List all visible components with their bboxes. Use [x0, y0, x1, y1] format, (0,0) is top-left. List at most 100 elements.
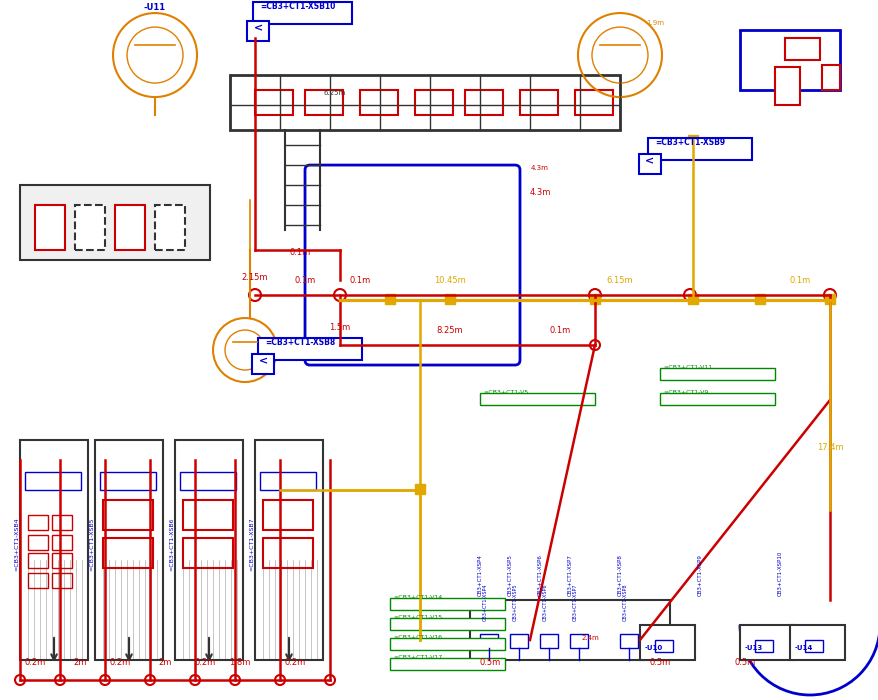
- Bar: [654, 640, 673, 652]
- FancyBboxPatch shape: [258, 338, 362, 360]
- Bar: [305, 90, 342, 115]
- Text: 2.4m: 2.4m: [580, 635, 598, 641]
- Bar: [25, 472, 81, 490]
- Text: =CB3+CT1-V5: =CB3+CT1-V5: [482, 390, 528, 395]
- Text: 1.9m: 1.9m: [645, 20, 663, 26]
- Text: =CB3+CT1-V17: =CB3+CT1-V17: [392, 655, 442, 660]
- Bar: [390, 618, 505, 630]
- Bar: [263, 500, 313, 530]
- Bar: [659, 368, 774, 380]
- Text: =CB3+CT1-XSB7: =CB3+CT1-XSB7: [249, 517, 255, 571]
- Text: 0.2m: 0.2m: [109, 658, 131, 667]
- Text: <: <: [253, 23, 263, 33]
- Bar: [754, 294, 764, 304]
- Text: 0.5m: 0.5m: [479, 658, 500, 667]
- Bar: [28, 553, 48, 568]
- Bar: [183, 500, 233, 530]
- Bar: [509, 634, 528, 648]
- Bar: [789, 625, 844, 660]
- Bar: [35, 205, 65, 250]
- Text: CB3+CT1-XSP10: CB3+CT1-XSP10: [776, 551, 781, 596]
- Text: 2m: 2m: [158, 658, 171, 667]
- Text: CB3+CT1-XSP4: CB3+CT1-XSP4: [482, 584, 487, 621]
- Bar: [75, 205, 104, 250]
- Text: CB3+CT1-XSP9: CB3+CT1-XSP9: [696, 554, 702, 596]
- Text: -U14: -U14: [794, 645, 812, 651]
- Text: -U11: -U11: [144, 3, 166, 12]
- Bar: [619, 634, 637, 648]
- Bar: [390, 658, 505, 670]
- Bar: [95, 440, 162, 660]
- Bar: [470, 600, 669, 660]
- FancyBboxPatch shape: [638, 154, 660, 174]
- Text: CB3+CT1-XSP5: CB3+CT1-XSP5: [513, 584, 517, 621]
- Bar: [52, 515, 72, 530]
- Bar: [20, 185, 210, 260]
- Text: =CB3+CT1-XSB5: =CB3+CT1-XSB5: [90, 517, 95, 571]
- Text: CB3+CT1-XSP4: CB3+CT1-XSP4: [477, 554, 482, 596]
- Bar: [103, 538, 153, 568]
- Text: 6.15m: 6.15m: [606, 276, 632, 285]
- Text: =CB3+CT1-XSB4: =CB3+CT1-XSB4: [15, 517, 19, 571]
- Bar: [774, 67, 799, 105]
- Text: =CB3+CT1-XSB9: =CB3+CT1-XSB9: [654, 138, 724, 147]
- Bar: [569, 634, 587, 648]
- Text: =CB3+CT1-V9: =CB3+CT1-V9: [662, 390, 708, 395]
- Bar: [659, 393, 774, 405]
- Text: CB3+CT1-XSP5: CB3+CT1-XSP5: [507, 554, 512, 596]
- Bar: [230, 75, 619, 130]
- Text: -U13: -U13: [745, 645, 762, 651]
- Bar: [255, 440, 322, 660]
- Text: =CB3+CT1-V11: =CB3+CT1-V11: [662, 365, 711, 370]
- Bar: [100, 472, 156, 490]
- Bar: [260, 472, 316, 490]
- Text: <: <: [258, 356, 267, 366]
- Text: <: <: [644, 156, 654, 166]
- Bar: [180, 472, 236, 490]
- Bar: [52, 573, 72, 588]
- Bar: [821, 65, 839, 90]
- Text: =CB3+CT1-V16: =CB3+CT1-V16: [392, 635, 442, 640]
- Text: =CB3+CT1-XSB10: =CB3+CT1-XSB10: [260, 2, 335, 11]
- FancyBboxPatch shape: [305, 165, 520, 365]
- Text: 2m: 2m: [73, 658, 87, 667]
- Text: 6.25m: 6.25m: [323, 90, 346, 96]
- Bar: [739, 30, 839, 90]
- Bar: [479, 393, 594, 405]
- Text: 0.1m: 0.1m: [289, 248, 310, 257]
- Text: CB3+CT1-XSP8: CB3+CT1-XSP8: [616, 554, 622, 596]
- Text: -U10: -U10: [644, 645, 663, 651]
- Bar: [390, 598, 505, 610]
- Text: 0.1m: 0.1m: [788, 276, 810, 285]
- Text: 0.2m: 0.2m: [284, 658, 306, 667]
- Bar: [28, 535, 48, 550]
- Bar: [539, 634, 558, 648]
- Bar: [804, 640, 822, 652]
- Bar: [687, 294, 697, 304]
- Text: 0.2m: 0.2m: [194, 658, 215, 667]
- Bar: [115, 205, 145, 250]
- Text: 1.5m: 1.5m: [329, 323, 350, 332]
- Bar: [28, 515, 48, 530]
- Text: 0.2m: 0.2m: [25, 658, 46, 667]
- Bar: [390, 638, 505, 650]
- Bar: [589, 294, 600, 304]
- Bar: [28, 573, 48, 588]
- Bar: [574, 90, 612, 115]
- FancyBboxPatch shape: [253, 2, 351, 24]
- Text: 10.45m: 10.45m: [434, 276, 465, 285]
- FancyBboxPatch shape: [647, 138, 751, 160]
- Bar: [103, 500, 153, 530]
- Text: 17.4m: 17.4m: [816, 443, 842, 452]
- Bar: [687, 135, 697, 145]
- Bar: [414, 90, 452, 115]
- Bar: [263, 538, 313, 568]
- Text: 0.5m: 0.5m: [649, 658, 670, 667]
- Bar: [52, 535, 72, 550]
- Text: 1.8m: 1.8m: [229, 658, 250, 667]
- Bar: [754, 640, 772, 652]
- Text: =CB3+CT1-XSB6: =CB3+CT1-XSB6: [169, 517, 175, 571]
- Bar: [360, 90, 398, 115]
- Text: CB3+CT1-XSP6: CB3+CT1-XSP6: [543, 584, 547, 621]
- Text: CB3+CT1-XSP8: CB3+CT1-XSP8: [623, 584, 627, 621]
